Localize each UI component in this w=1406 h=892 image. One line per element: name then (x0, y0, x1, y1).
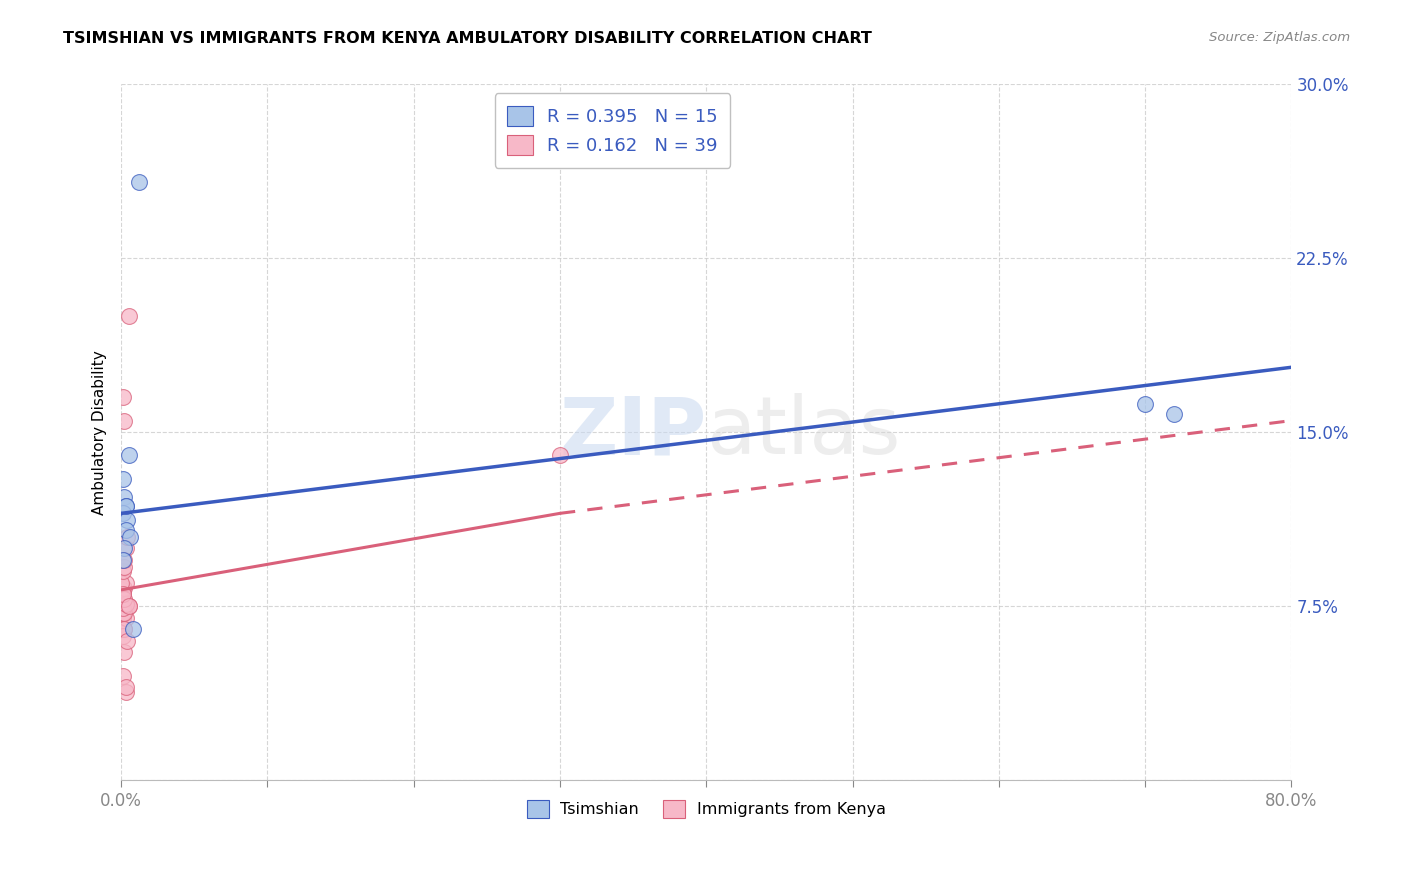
Point (128, 175, 150, 189)
Point (111, 552, 134, 566)
Point (112, 552, 135, 566)
Point (115, 633, 138, 648)
Point (112, 622, 135, 636)
Point (110, 575, 132, 590)
Point (118, 529, 141, 543)
Point (117, 599, 139, 613)
Point (112, 414, 135, 428)
Point (111, 601, 134, 615)
Point (114, 680, 136, 694)
Point (1163, 407, 1185, 421)
Point (111, 391, 134, 405)
Point (111, 587, 134, 601)
Point (117, 599, 139, 613)
Point (115, 513, 138, 527)
Point (112, 490, 135, 504)
Point (111, 582, 134, 597)
Point (112, 592, 135, 607)
Point (112, 599, 135, 613)
Point (114, 685, 136, 699)
Point (111, 629, 134, 643)
Point (111, 506, 134, 520)
Point (114, 575, 136, 590)
Point (114, 610, 136, 624)
Point (117, 310, 139, 324)
Point (112, 541, 135, 555)
Point (110, 599, 132, 613)
Point (112, 581, 135, 595)
Point (114, 597, 136, 611)
Point (1133, 397, 1156, 411)
Point (548, 449, 571, 463)
Point (115, 529, 138, 543)
Point (115, 599, 138, 613)
Point (110, 587, 132, 601)
Point (111, 610, 134, 624)
Text: Source: ZipAtlas.com: Source: ZipAtlas.com (1209, 31, 1350, 45)
Legend: Tsimshian, Immigrants from Kenya: Tsimshian, Immigrants from Kenya (520, 794, 891, 824)
Point (114, 599, 136, 613)
Point (112, 559, 135, 574)
Point (111, 668, 134, 682)
Point (111, 472, 134, 486)
Point (117, 449, 139, 463)
Point (122, 622, 145, 636)
Point (112, 622, 135, 636)
Point (112, 645, 135, 659)
Point (111, 564, 134, 578)
Point (112, 606, 135, 620)
Point (111, 622, 134, 636)
Text: atlas: atlas (706, 393, 901, 471)
Point (110, 622, 132, 636)
Point (114, 500, 136, 514)
Point (111, 606, 134, 620)
Text: ZIP: ZIP (560, 393, 706, 471)
Point (114, 500, 136, 514)
Point (114, 523, 136, 537)
Point (114, 541, 136, 555)
Point (111, 587, 134, 601)
Y-axis label: Ambulatory Disability: Ambulatory Disability (93, 350, 107, 515)
Text: TSIMSHIAN VS IMMIGRANTS FROM KENYA AMBULATORY DISABILITY CORRELATION CHART: TSIMSHIAN VS IMMIGRANTS FROM KENYA AMBUL… (63, 31, 872, 46)
